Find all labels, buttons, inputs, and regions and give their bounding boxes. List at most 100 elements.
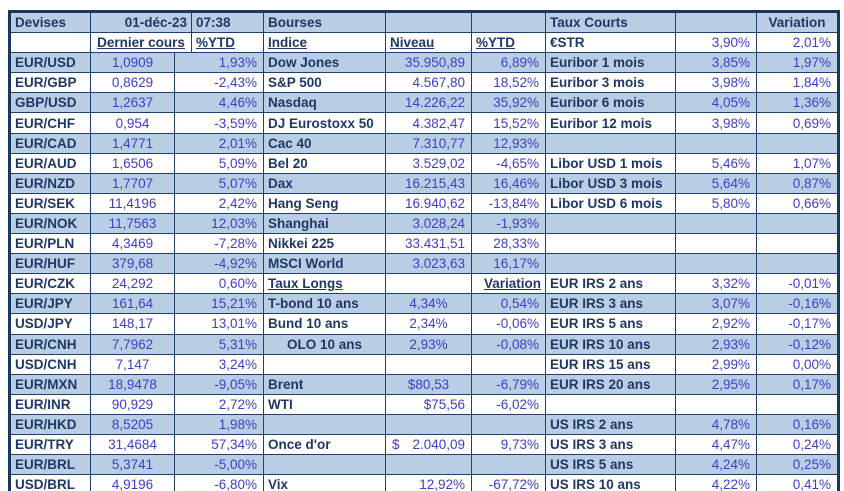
rate-name-cell: US IRS 2 ans [545,413,677,435]
variation-cell-text: 1,84% [792,75,832,91]
last-price-cell: 31,4684 [90,433,175,456]
ytd-cell-text: 1,93% [218,55,258,71]
ytd-cell: 5,09% [173,152,265,174]
currency-pair-cell: GBP/USD [9,92,91,114]
rate-cell-text: 3,98% [711,75,751,91]
currency-pair-cell: EUR/NZD [9,172,91,194]
variation-cell: 0,24% [756,433,840,456]
level-cell-text: 4,34% [409,296,448,312]
level-cell-text: 2,34% [409,316,448,332]
rate-name-cell: US IRS 10 ans [545,474,677,491]
ytd-cell-text: 4,46% [218,95,258,111]
index-name-cell: WTI [263,393,387,415]
last-price-cell-text: 11,4196 [108,195,157,211]
empty-cell [756,393,840,415]
last-price-cell-text: 1,7707 [111,175,154,191]
index-name-cell: Bund 10 ans [263,313,387,335]
rate-name-cell-text: US IRS 5 ans [550,457,634,473]
variation-cell: -0,16% [756,293,840,315]
last-price-cell: 18,9478 [90,373,175,395]
last-price-cell: 5,3741 [90,454,175,476]
empty-cell [545,132,677,154]
variation-cell-text: 0,17% [792,376,832,392]
currency-pair-cell-text: EUR/AUD [15,155,77,171]
rate-cell-text: 3,85% [711,55,751,71]
ytd-cell-text: 12,03% [211,215,258,231]
empty-cell [675,212,758,235]
ytd-cell: 28,33% [471,233,547,255]
variation-cell: 0,17% [756,373,840,395]
level-cell-text: 4.567,80 [412,75,466,91]
ytd-cell: 15,21% [173,293,265,315]
index-name-cell-text: Hang Seng [268,195,339,211]
ytd-cell-text: 2,01% [218,135,258,151]
rate-name-cell-text: EUR IRS 15 ans [550,356,651,372]
index-name-cell: Dax [263,172,387,194]
empty-cell [471,413,547,435]
currency-pair-cell: EUR/USD [9,52,91,74]
table-row: USD/JPY 148,17 13,01% Bund 10 ans 2,34% -0,06… [9,313,840,335]
ytd-cell: 15,52% [471,112,547,134]
last-price-cell: 1,0909 [90,52,175,74]
variation-cell-text: 1,07% [792,155,832,171]
ytd-cell-text: -0,06% [496,316,540,332]
index-name-cell: Hang Seng [263,192,387,214]
column-header-variation-text: Variation [483,276,542,292]
ytd-cell: 12,03% [173,212,265,235]
index-name-cell: MSCI World [263,253,387,275]
currency-pair-cell: EUR/INR [9,393,91,415]
variation-cell: 1,97% [756,52,840,74]
currency-pair-cell-text: EUR/INR [15,396,71,412]
rate-cell-text: 5,64% [711,175,751,191]
empty-cell [471,10,547,34]
rate-name-cell: EUR IRS 20 ans [545,373,677,395]
ytd-cell: -6,02% [471,393,547,415]
currency-pair-cell: EUR/TRY [9,433,91,456]
last-price-cell-text: 0,8629 [111,75,154,91]
level-cell: 12,92% [385,474,473,491]
variation-cell-text: 2,01% [792,35,832,51]
rate-cell-text: 5,80% [711,195,751,211]
column-header-ytd-text: %YTD [196,35,236,51]
last-price-cell-text: 379,68 [111,256,154,272]
ytd-cell: 9,73% [471,433,547,456]
rate-name-cell-text: €STR [550,35,585,51]
rate-name-cell: EUR IRS 3 ans [545,293,677,315]
index-name-cell-text: Vix [268,477,289,491]
ytd-cell: 6,89% [471,52,547,74]
empty-cell [385,10,473,34]
variation-cell: 0,41% [756,474,840,491]
empty-cell [756,253,840,275]
index-name-cell-text: Once d'or [268,437,331,453]
rate-name-cell: Euribor 1 mois [545,52,677,74]
ytd-cell: -6,80% [173,474,265,491]
ytd-cell: 2,42% [173,192,265,214]
ytd-cell: -4,65% [471,152,547,174]
rate-name-cell: Libor USD 3 mois [545,172,677,194]
level-cell: 2,34% [385,313,473,335]
currency-pair-cell-text: EUR/PLN [15,236,75,252]
level-cell-text: 33.431,51 [404,236,466,252]
ytd-cell: -9,05% [173,373,265,395]
level-cell: 35.950,89 [385,52,473,74]
rate-cell: 2,92% [675,313,758,335]
table-row: USD/BRL 4,9196 -6,80% Vix 12,92% -67,72% US IR… [9,474,840,491]
rate-cell-text: 3,32% [711,276,751,292]
index-name-cell-text: Cac 40 [268,135,312,151]
level-cell-text: 3.529,02 [412,155,466,171]
index-name-cell: S&P 500 [263,72,387,94]
table-row: EUR/TRY 31,4684 57,34% Once d'or $2.040,09 9,… [9,433,840,456]
variation-cell: 0,69% [756,112,840,134]
empty-cell [756,212,840,235]
last-price-cell: 0,8629 [90,72,175,94]
ytd-cell: 35,92% [471,92,547,114]
rate-name-cell: EUR IRS 5 ans [545,313,677,335]
level-cell: 14.226,22 [385,92,473,114]
table-row: EUR/CZK 24,292 0,60% Taux Longs Variation EUR… [9,273,840,295]
currency-pair-cell: EUR/CNH [9,333,91,355]
last-price-cell-text: 1,4771 [111,135,154,151]
last-price-cell-text: 5,3741 [111,457,154,473]
ytd-cell: -5,00% [173,454,265,476]
empty-cell [545,253,677,275]
empty-cell [756,233,840,255]
